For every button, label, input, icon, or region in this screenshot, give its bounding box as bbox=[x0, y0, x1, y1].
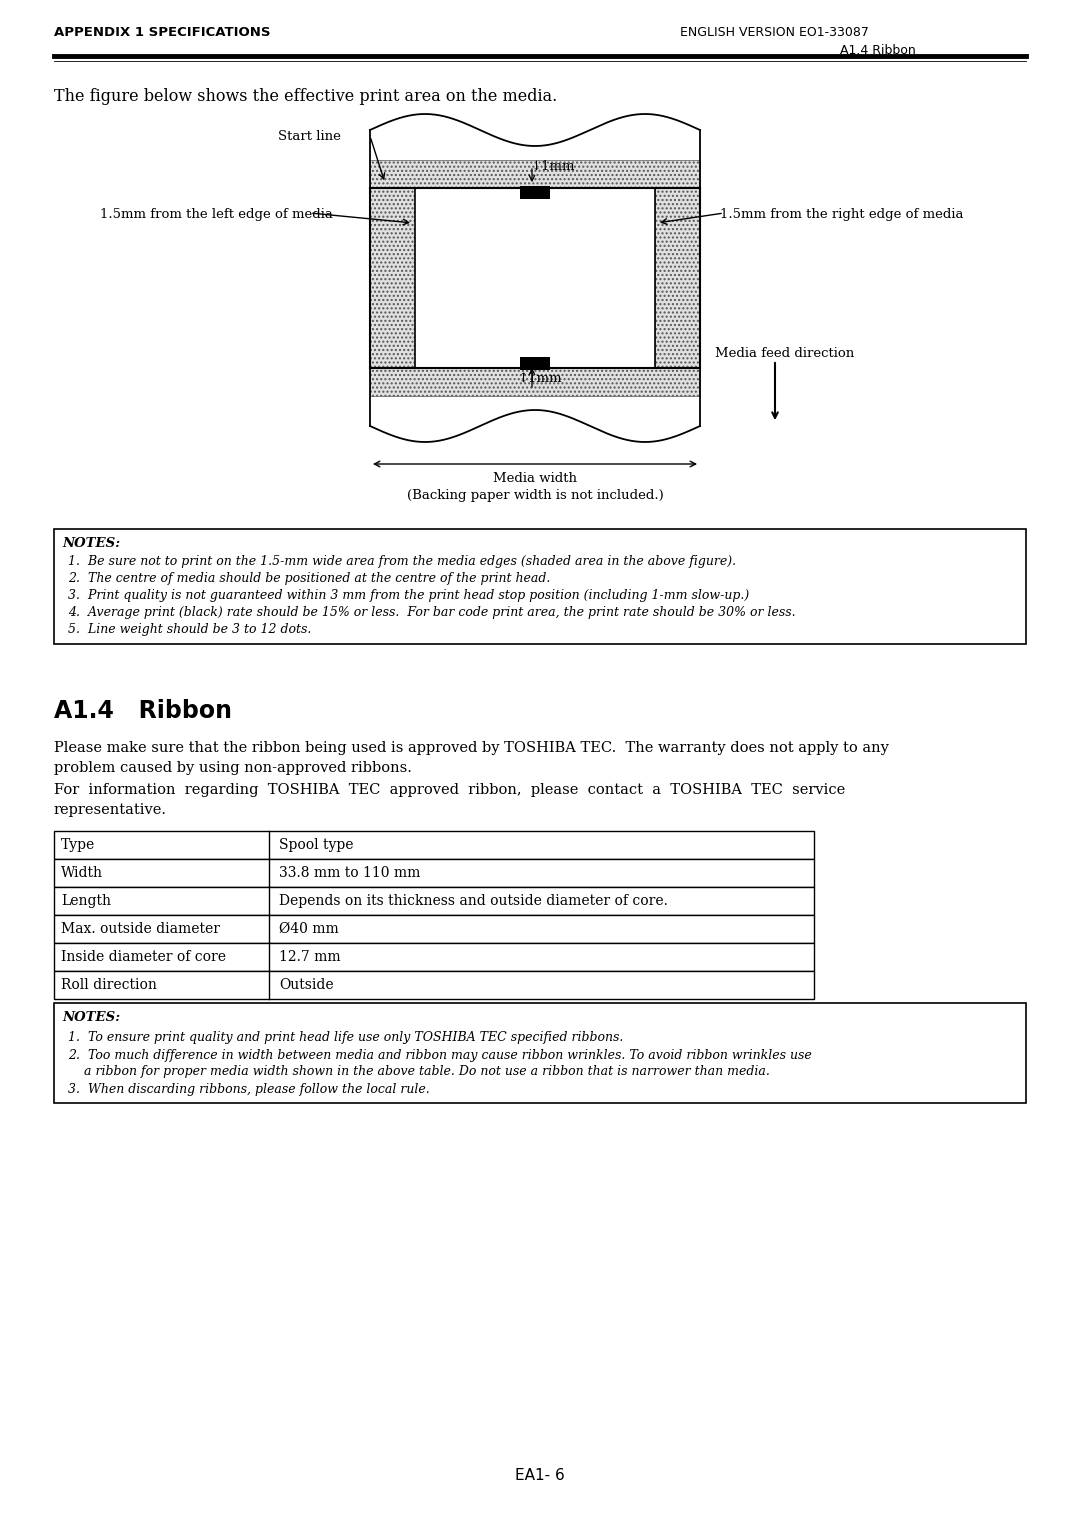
Bar bbox=[370, 368, 700, 396]
Text: 3.  Print quality is not guaranteed within 3 mm from the print head stop positio: 3. Print quality is not guaranteed withi… bbox=[68, 588, 750, 602]
Bar bbox=[370, 188, 415, 368]
Bar bbox=[519, 186, 550, 199]
Text: problem caused by using non-approved ribbons.: problem caused by using non-approved rib… bbox=[54, 761, 411, 775]
Text: A1.4   Ribbon: A1.4 Ribbon bbox=[54, 698, 232, 723]
Text: Outside: Outside bbox=[279, 978, 334, 992]
Text: NOTES:: NOTES: bbox=[62, 536, 120, 550]
Text: 5.  Line weight should be 3 to 12 dots.: 5. Line weight should be 3 to 12 dots. bbox=[68, 623, 311, 636]
Text: Please make sure that the ribbon being used is approved by TOSHIBA TEC.  The war: Please make sure that the ribbon being u… bbox=[54, 741, 889, 755]
Text: EA1- 6: EA1- 6 bbox=[515, 1468, 565, 1484]
Text: Roll direction: Roll direction bbox=[60, 978, 157, 992]
Text: For  information  regarding  TOSHIBA  TEC  approved  ribbon,  please  contact  a: For information regarding TOSHIBA TEC ap… bbox=[54, 782, 846, 798]
Text: Media feed direction: Media feed direction bbox=[715, 347, 854, 361]
Bar bbox=[54, 886, 814, 915]
Text: A1.4 Ribbon: A1.4 Ribbon bbox=[840, 44, 916, 57]
Text: Start line: Start line bbox=[278, 130, 341, 144]
Bar bbox=[415, 188, 654, 368]
Text: 4.  Average print (black) rate should be 15% or less.  For bar code print area, : 4. Average print (black) rate should be … bbox=[68, 607, 796, 619]
Bar bbox=[54, 831, 814, 859]
Text: representative.: representative. bbox=[54, 804, 167, 817]
Text: Type: Type bbox=[60, 837, 95, 853]
Text: The figure below shows the effective print area on the media.: The figure below shows the effective pri… bbox=[54, 89, 557, 105]
Text: 33.8 mm to 110 mm: 33.8 mm to 110 mm bbox=[279, 866, 420, 880]
Text: Ø40 mm: Ø40 mm bbox=[279, 921, 339, 937]
Text: NOTES:: NOTES: bbox=[62, 1012, 120, 1024]
Text: 12.7 mm: 12.7 mm bbox=[279, 950, 340, 964]
Text: Max. outside diameter: Max. outside diameter bbox=[60, 921, 220, 937]
Bar bbox=[54, 859, 814, 886]
Text: ↓1mm: ↓1mm bbox=[530, 160, 575, 173]
Text: (Backing paper width is not included.): (Backing paper width is not included.) bbox=[407, 489, 663, 503]
Bar bbox=[54, 970, 814, 999]
Text: 1.  Be sure not to print on the 1.5-mm wide area from the media edges (shaded ar: 1. Be sure not to print on the 1.5-mm wi… bbox=[68, 555, 737, 568]
Text: Depends on its thickness and outside diameter of core.: Depends on its thickness and outside dia… bbox=[279, 894, 667, 908]
Text: Inside diameter of core: Inside diameter of core bbox=[60, 950, 226, 964]
Text: 1.5mm from the left edge of media: 1.5mm from the left edge of media bbox=[100, 208, 333, 222]
Text: Width: Width bbox=[60, 866, 103, 880]
Text: 1.  To ensure print quality and print head life use only TOSHIBA TEC specified r: 1. To ensure print quality and print hea… bbox=[68, 1031, 623, 1044]
Text: 2.  The centre of media should be positioned at the centre of the print head.: 2. The centre of media should be positio… bbox=[68, 571, 551, 585]
Text: ↕1mm: ↕1mm bbox=[517, 371, 562, 385]
Text: Media width: Media width bbox=[492, 472, 577, 484]
Text: Guaranteed print area: Guaranteed print area bbox=[460, 237, 610, 251]
Text: Length: Length bbox=[60, 894, 111, 908]
Text: 3.  When discarding ribbons, please follow the local rule.: 3. When discarding ribbons, please follo… bbox=[68, 1083, 430, 1096]
Bar bbox=[654, 188, 700, 368]
Text: APPENDIX 1 SPECIFICATIONS: APPENDIX 1 SPECIFICATIONS bbox=[54, 26, 270, 40]
Bar bbox=[54, 943, 814, 970]
Text: a ribbon for proper media width shown in the above table. Do not use a ribbon th: a ribbon for proper media width shown in… bbox=[68, 1065, 770, 1077]
Bar bbox=[519, 358, 550, 370]
Text: ENGLISH VERSION EO1-33087: ENGLISH VERSION EO1-33087 bbox=[680, 26, 869, 40]
Bar bbox=[370, 160, 700, 188]
Bar bbox=[54, 915, 814, 943]
Text: 1.5mm from the right edge of media: 1.5mm from the right edge of media bbox=[720, 208, 963, 222]
Text: Spool type: Spool type bbox=[279, 837, 353, 853]
Bar bbox=[54, 529, 1026, 643]
Text: 2.  Too much difference in width between media and ribbon may cause ribbon wrink: 2. Too much difference in width between … bbox=[68, 1050, 812, 1062]
Bar bbox=[54, 1002, 1026, 1103]
